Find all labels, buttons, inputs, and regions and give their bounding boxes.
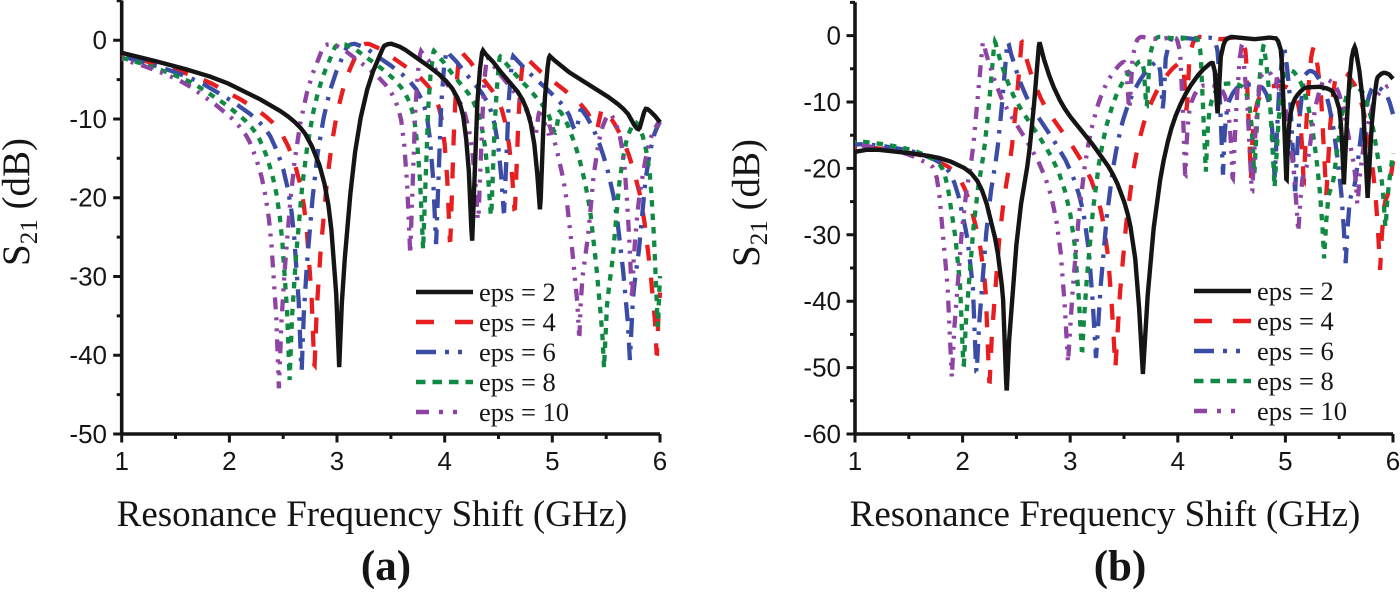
svg-text:Resonance Frequency Shift (GHz: Resonance Frequency Shift (GHz)	[850, 494, 1361, 535]
svg-text:(a): (a)	[361, 543, 411, 590]
svg-text:-10: -10	[803, 87, 841, 117]
svg-text:6: 6	[1386, 446, 1400, 476]
svg-text:eps = 6: eps = 6	[1257, 336, 1334, 366]
svg-text:-60: -60	[803, 419, 841, 449]
svg-text:3: 3	[330, 446, 344, 476]
svg-text:eps = 8: eps = 8	[479, 367, 556, 397]
svg-text:6: 6	[653, 446, 667, 476]
svg-text:eps = 10: eps = 10	[1257, 396, 1347, 426]
svg-text:-20: -20	[69, 183, 107, 213]
svg-text:eps = 6: eps = 6	[479, 337, 556, 367]
svg-text:-40: -40	[69, 340, 107, 370]
svg-text:5: 5	[545, 446, 559, 476]
svg-text:eps = 4: eps = 4	[479, 307, 556, 337]
svg-text:S21 (dB): S21 (dB)	[0, 138, 43, 266]
svg-text:1: 1	[114, 446, 128, 476]
svg-text:Resonance Frequency Shift (GHz: Resonance Frequency Shift (GHz)	[117, 494, 628, 535]
svg-text:-50: -50	[803, 353, 841, 383]
svg-text:-20: -20	[803, 153, 841, 183]
svg-text:eps = 2: eps = 2	[1257, 276, 1334, 306]
svg-text:4: 4	[1171, 446, 1185, 476]
svg-text:eps = 10: eps = 10	[479, 397, 569, 427]
svg-text:1: 1	[848, 446, 862, 476]
svg-text:eps = 2: eps = 2	[479, 277, 556, 307]
svg-text:-30: -30	[69, 262, 107, 292]
svg-text:-40: -40	[803, 286, 841, 316]
svg-text:5: 5	[1278, 446, 1292, 476]
svg-text:eps = 8: eps = 8	[1257, 366, 1334, 396]
svg-text:(b): (b)	[1094, 543, 1147, 590]
svg-text:-50: -50	[69, 419, 107, 449]
svg-text:-30: -30	[803, 220, 841, 250]
svg-text:2: 2	[955, 446, 969, 476]
svg-text:3: 3	[1063, 446, 1077, 476]
svg-text:S21 (dB): S21 (dB)	[725, 139, 773, 267]
svg-text:0: 0	[93, 25, 107, 55]
svg-text:eps = 4: eps = 4	[1257, 306, 1334, 336]
svg-text:-10: -10	[69, 104, 107, 134]
svg-text:0: 0	[827, 21, 841, 51]
svg-text:2: 2	[222, 446, 236, 476]
svg-text:4: 4	[437, 446, 451, 476]
